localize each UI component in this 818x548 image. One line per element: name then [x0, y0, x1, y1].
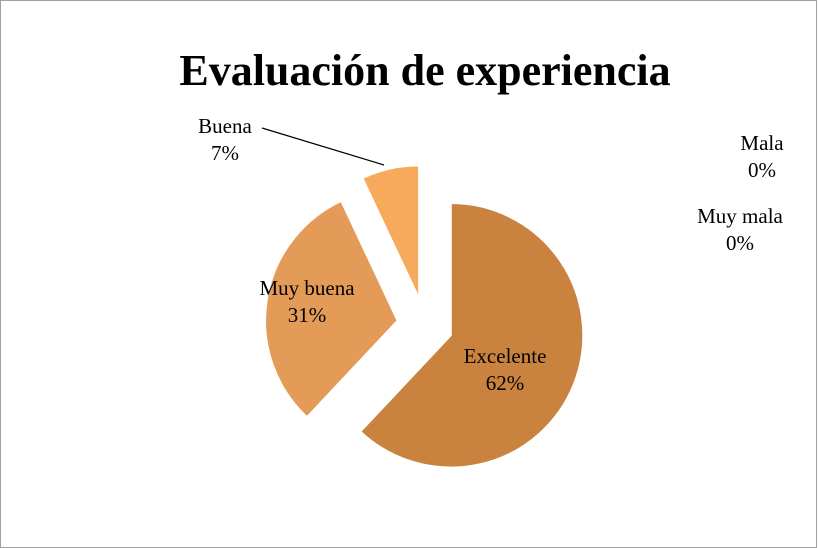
slice-category-label: Muy buena [259, 276, 355, 300]
slice-value-label: 0% [726, 231, 754, 255]
slice-category-label: Muy mala [697, 204, 783, 228]
leader-line [261, 127, 385, 166]
slice-value-label: 7% [211, 141, 239, 165]
slice-value-label: 0% [748, 158, 776, 182]
slice-category-label: Mala [740, 131, 784, 155]
slice-value-label: 31% [288, 303, 327, 327]
chart-title: Evaluación de experiencia [179, 46, 670, 95]
pie-slice [264, 200, 399, 418]
pie-slice [359, 202, 584, 468]
slice-category-label: Buena [198, 114, 252, 138]
slice-value-label: 62% [486, 371, 525, 395]
pie-slice [361, 164, 420, 298]
slice-category-label: Excelente [464, 344, 547, 368]
